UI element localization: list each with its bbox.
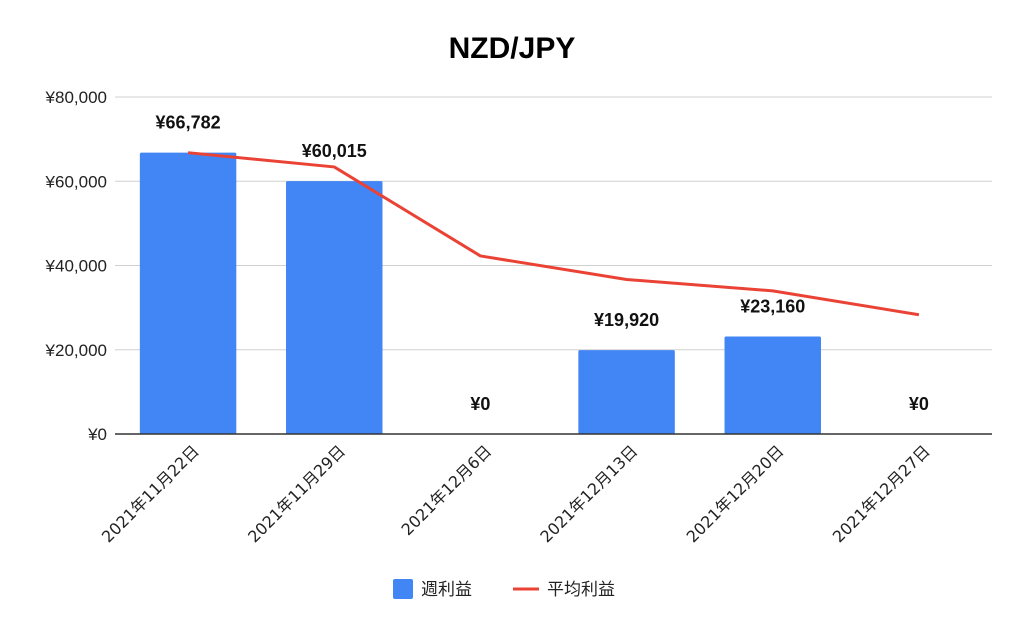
x-tick-label: 2021年12月27日 <box>829 441 934 546</box>
legend-label-line: 平均利益 <box>547 580 615 600</box>
x-axis-ticks: 2021年11月22日 2021年11月29日 2021年12月6日 2021年12月… <box>98 441 934 546</box>
bar <box>578 350 675 434</box>
y-tick-label: ¥80,000 <box>45 88 107 107</box>
x-tick-label: 2021年12月6日 <box>397 441 495 539</box>
bar <box>139 152 237 434</box>
gridlines <box>115 96 992 351</box>
data-label: ¥66,782 <box>156 113 221 133</box>
y-tick-label: ¥40,000 <box>45 257 107 276</box>
data-labels: ¥66,782 ¥60,015 ¥0 ¥19,920 ¥23,160 ¥0 <box>156 113 929 414</box>
data-label: ¥60,015 <box>302 141 367 161</box>
line-series <box>187 151 920 317</box>
data-label: ¥19,920 <box>594 310 659 330</box>
legend: 週利益 平均利益 <box>393 579 615 600</box>
legend-label-bar: 週利益 <box>421 580 472 600</box>
x-tick-label: 2021年11月29日 <box>244 441 349 546</box>
data-label: ¥0 <box>470 394 490 414</box>
y-tick-label: ¥0 <box>87 425 107 444</box>
y-axis-ticks: ¥0 ¥20,000 ¥40,000 ¥60,000 ¥80,000 <box>45 88 107 444</box>
x-tick-label: 2021年11月22日 <box>98 441 203 546</box>
bar-series <box>139 152 821 434</box>
average-line <box>187 151 920 317</box>
bar <box>286 181 383 434</box>
legend-swatch-bar <box>393 579 413 599</box>
bar <box>724 336 821 434</box>
data-label: ¥23,160 <box>740 296 805 316</box>
y-tick-label: ¥60,000 <box>45 172 107 191</box>
y-tick-label: ¥20,000 <box>45 341 107 360</box>
data-label: ¥0 <box>909 394 929 414</box>
x-tick-label: 2021年12月20日 <box>683 441 788 546</box>
x-tick-label: 2021年12月13日 <box>536 441 641 546</box>
chart-title: NZD/JPY <box>449 32 576 65</box>
